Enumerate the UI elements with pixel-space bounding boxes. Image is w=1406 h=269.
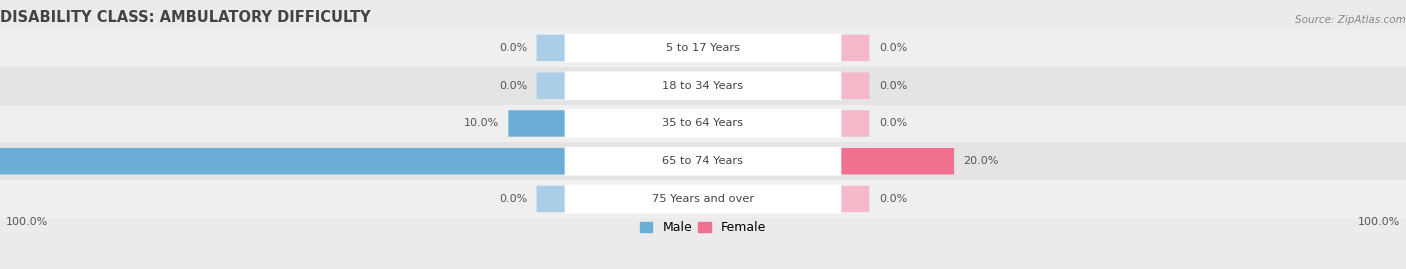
Text: 0.0%: 0.0%	[879, 43, 907, 53]
FancyBboxPatch shape	[0, 67, 1406, 105]
Text: 0.0%: 0.0%	[499, 194, 527, 204]
FancyBboxPatch shape	[565, 185, 841, 213]
Text: 0.0%: 0.0%	[499, 43, 527, 53]
Text: 75 Years and over: 75 Years and over	[652, 194, 754, 204]
Text: 100.0%: 100.0%	[6, 217, 49, 227]
Text: 5 to 17 Years: 5 to 17 Years	[666, 43, 740, 53]
FancyBboxPatch shape	[565, 71, 841, 100]
FancyBboxPatch shape	[565, 109, 841, 138]
FancyBboxPatch shape	[509, 110, 565, 137]
FancyBboxPatch shape	[565, 34, 841, 62]
FancyBboxPatch shape	[841, 148, 955, 174]
FancyBboxPatch shape	[0, 105, 1406, 142]
Text: 35 to 64 Years: 35 to 64 Years	[662, 118, 744, 129]
FancyBboxPatch shape	[565, 147, 841, 176]
Text: 0.0%: 0.0%	[499, 81, 527, 91]
Text: Source: ZipAtlas.com: Source: ZipAtlas.com	[1295, 15, 1406, 24]
Text: 0.0%: 0.0%	[879, 194, 907, 204]
FancyBboxPatch shape	[0, 142, 1406, 180]
Text: 100.0%: 100.0%	[1357, 217, 1400, 227]
FancyBboxPatch shape	[537, 35, 565, 61]
FancyBboxPatch shape	[841, 72, 869, 99]
Text: 10.0%: 10.0%	[464, 118, 499, 129]
FancyBboxPatch shape	[0, 148, 565, 174]
FancyBboxPatch shape	[0, 180, 1406, 218]
Text: 0.0%: 0.0%	[879, 118, 907, 129]
FancyBboxPatch shape	[537, 186, 565, 212]
Text: 65 to 74 Years: 65 to 74 Years	[662, 156, 744, 166]
FancyBboxPatch shape	[841, 186, 869, 212]
Text: 18 to 34 Years: 18 to 34 Years	[662, 81, 744, 91]
Legend: Male, Female: Male, Female	[636, 216, 770, 239]
Text: 0.0%: 0.0%	[879, 81, 907, 91]
Text: 20.0%: 20.0%	[963, 156, 998, 166]
FancyBboxPatch shape	[841, 35, 869, 61]
FancyBboxPatch shape	[537, 72, 565, 99]
FancyBboxPatch shape	[0, 29, 1406, 67]
FancyBboxPatch shape	[841, 110, 869, 137]
Text: DISABILITY CLASS: AMBULATORY DIFFICULTY: DISABILITY CLASS: AMBULATORY DIFFICULTY	[0, 9, 371, 24]
